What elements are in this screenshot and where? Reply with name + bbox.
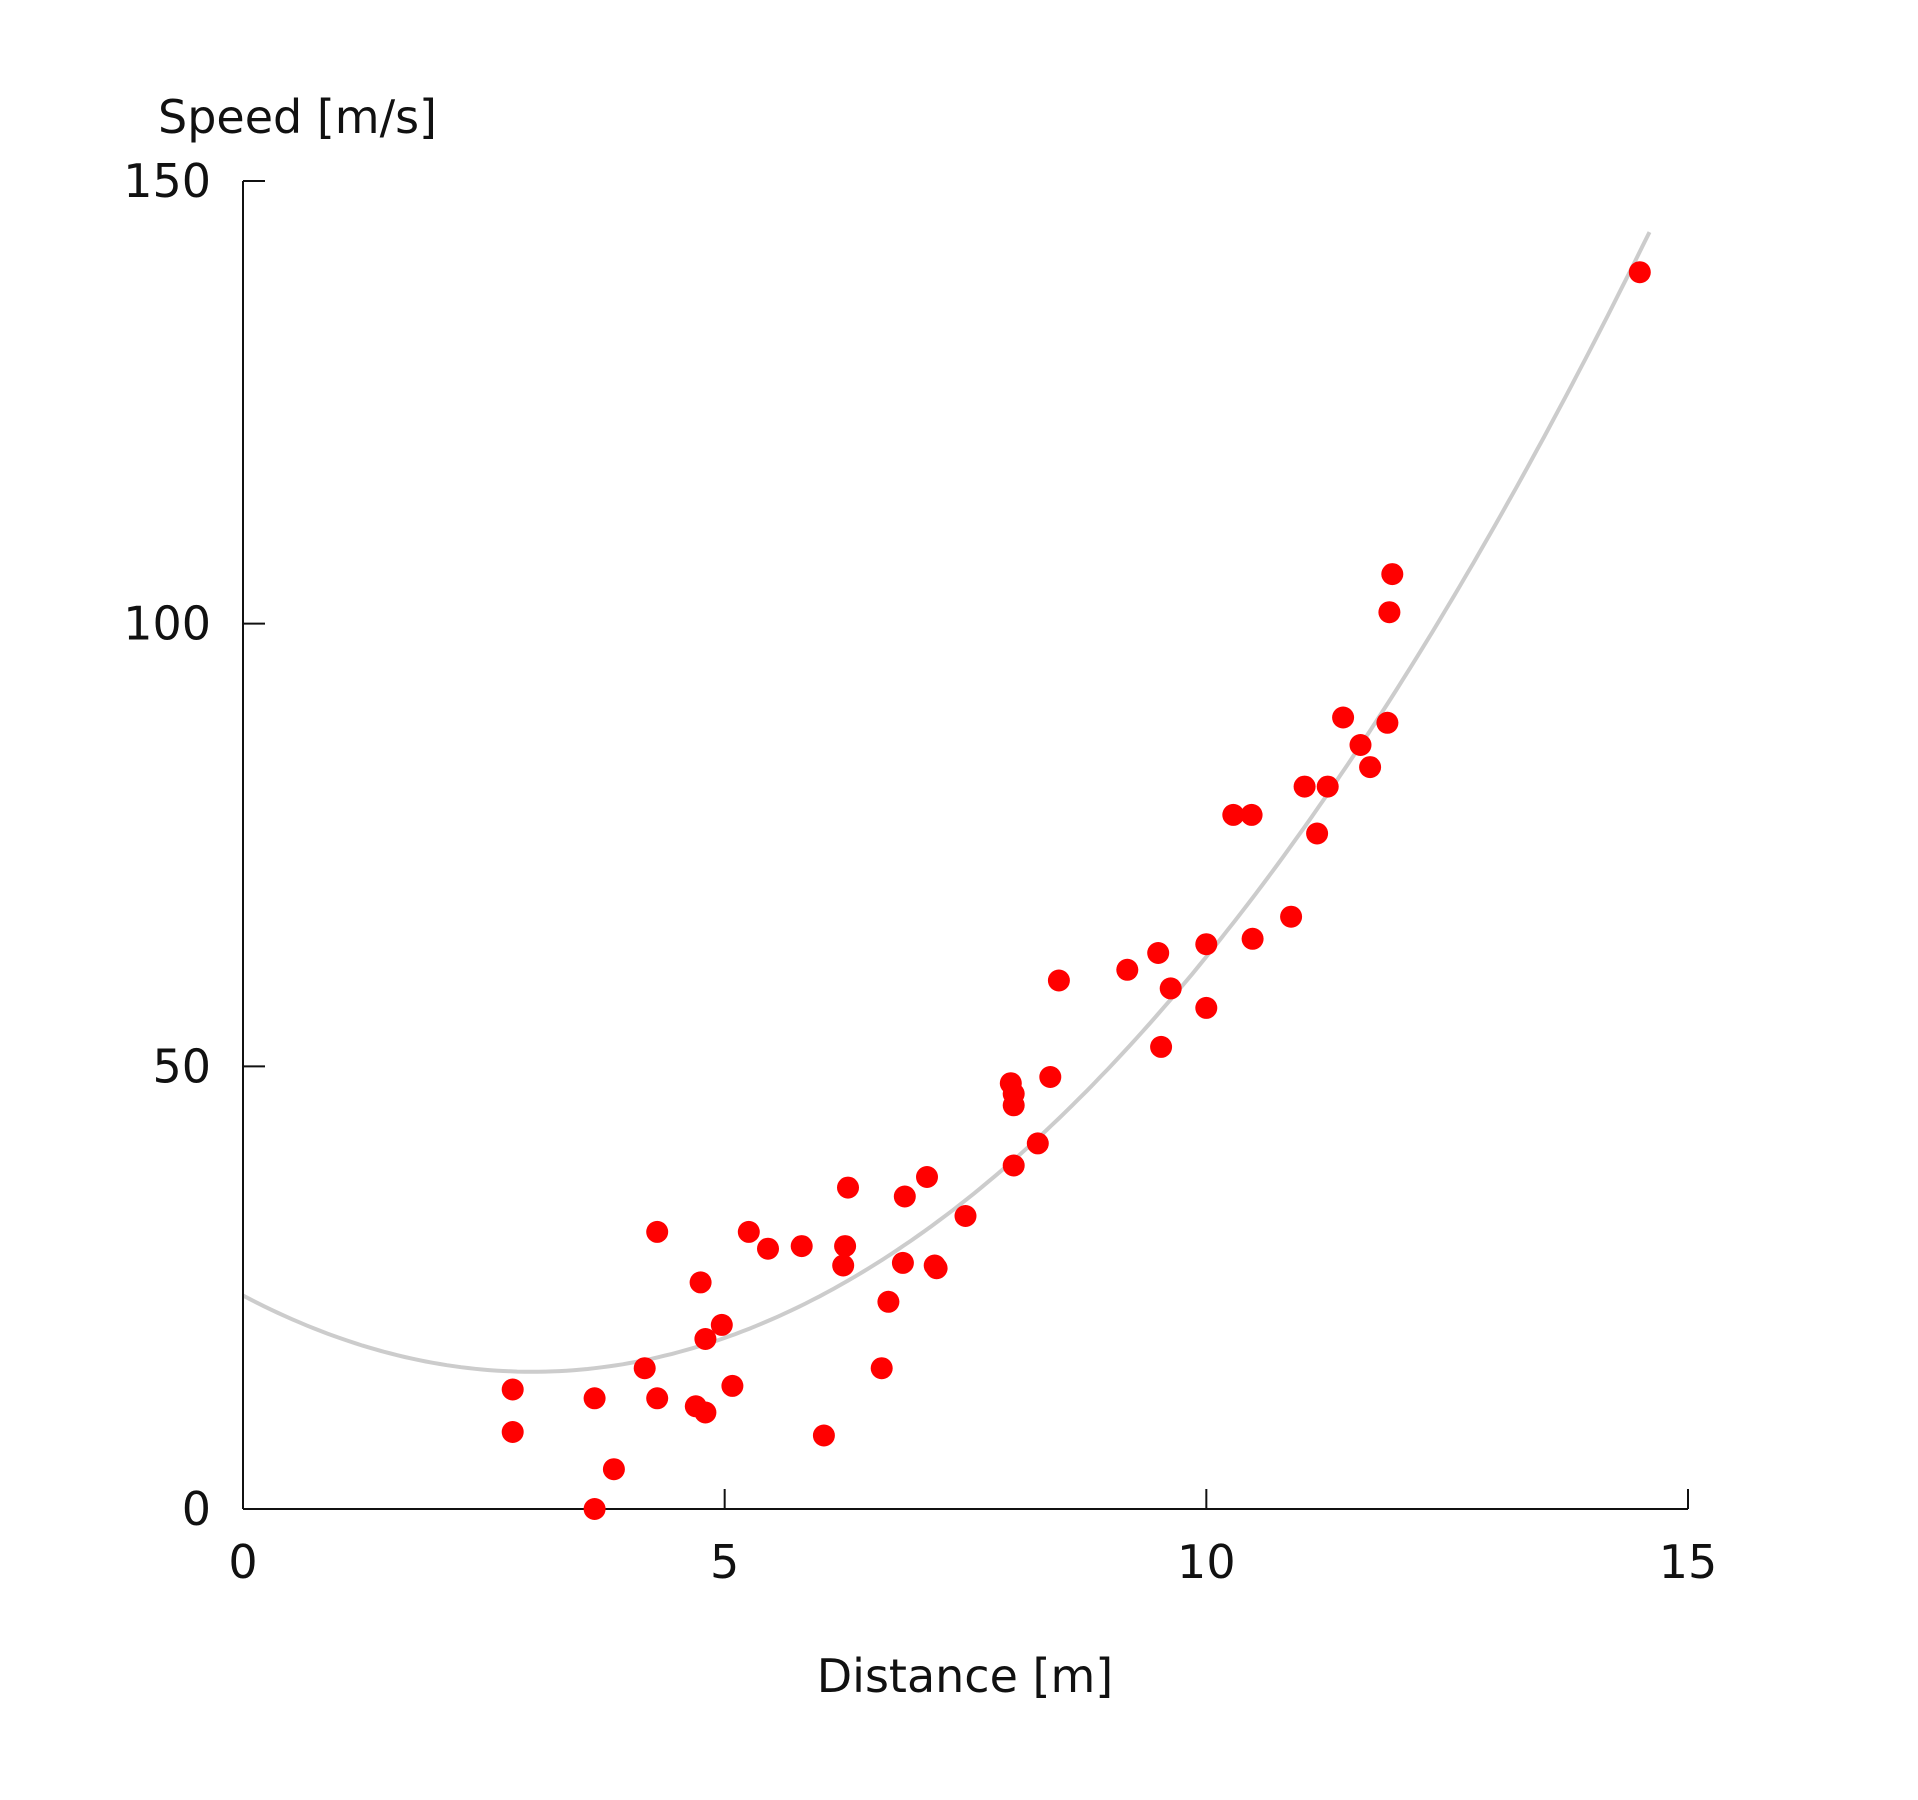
data-point [1159,977,1182,1000]
data-point [1002,1094,1025,1117]
data-point [1002,1154,1025,1177]
x-axis-title: Distance [m] [817,1649,1113,1703]
data-point [721,1374,744,1397]
data-point [1280,905,1303,928]
data-point [694,1401,717,1424]
y-tick-label: 100 [123,597,211,651]
data-point [1241,927,1264,950]
data-point [893,1185,916,1208]
data-point [1222,803,1245,826]
data-point [710,1313,733,1336]
axis-labels: Speed [m/s] Distance [m] [158,90,1113,1703]
data-point [1240,803,1263,826]
data-point [812,1424,835,1447]
data-point [1147,942,1170,964]
data-point [1026,1132,1049,1155]
data-point [1378,601,1401,624]
y-tick-label: 0 [182,1482,211,1536]
data-point [1332,706,1355,729]
y-tick-label: 50 [152,1039,211,1093]
data-point [925,1257,948,1280]
data-point [877,1290,900,1313]
data-point [689,1271,712,1294]
data-point [602,1458,625,1481]
data-point [1316,775,1339,798]
data-point [1150,1035,1173,1058]
data-point [1195,996,1218,1019]
data-point [633,1357,656,1380]
data-point [583,1387,606,1410]
data-point [834,1235,857,1258]
data-point [737,1220,760,1243]
data-point [583,1498,606,1520]
data-point [837,1176,859,1199]
data-point [1039,1066,1062,1088]
data-point [1359,756,1382,779]
data-point [501,1421,524,1443]
data-point [1293,775,1316,798]
y-axis-title: Speed [m/s] [158,90,437,144]
x-tick-label: 0 [228,1535,257,1589]
x-tick-label: 15 [1659,1535,1718,1589]
data-point [1381,563,1404,586]
data-point [694,1328,717,1350]
x-tick-label: 10 [1177,1535,1236,1589]
data-point [757,1237,779,1260]
fit-curve-layer [242,231,1652,1374]
data-point [1376,711,1399,734]
data-point [646,1387,669,1410]
data-point [790,1235,813,1258]
data-point [891,1251,914,1274]
data-points [501,261,1651,1520]
data-point [1047,969,1070,992]
data-point [1195,933,1218,956]
data-point [501,1378,524,1401]
data-point [870,1357,893,1380]
data-point [646,1220,669,1243]
data-point [954,1205,977,1227]
fit-curve [242,231,1652,1374]
x-tick-label: 5 [710,1535,739,1589]
data-point [1628,261,1651,284]
data-point [832,1254,855,1277]
y-tick-label: 150 [123,154,211,208]
data-point [1349,734,1372,756]
data-point [916,1166,938,1188]
data-point [1306,822,1329,845]
data-point [1116,958,1139,981]
